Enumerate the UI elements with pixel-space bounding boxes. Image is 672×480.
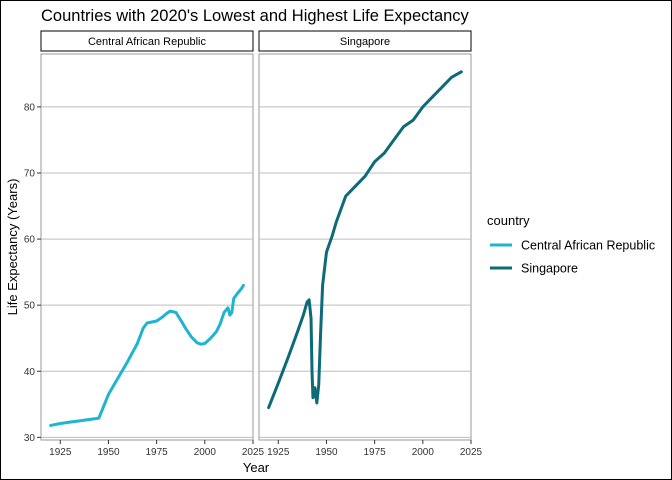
plot-panel-right [258,53,472,441]
x-tick-label-left-2000: 2000 [194,447,217,458]
x-axis-left: 1925 1950 1975 2000 2025 [49,440,265,458]
facet-strip-right [258,30,472,52]
y-tick-label-50: 50 [24,301,36,312]
x-tick-label-left-2025: 2025 [242,447,265,458]
series-layer-right [267,70,463,410]
x-axis-right: 1925 1950 1975 2000 2025 [267,440,483,458]
facet-strip-label-right: Singapore [340,36,390,48]
y-tick-label-70: 70 [24,168,36,179]
legend-label-central-african-republic: Central African Republic [521,239,655,253]
x-tick-label-right-1975: 1975 [364,447,387,458]
facet-panel-left: Central African Republic [40,30,254,441]
y-tick-label-30: 30 [24,433,36,444]
y-tick-label-80: 80 [24,102,36,113]
x-tick-label-right-2025: 2025 [460,447,483,458]
y-axis: 30 40 50 60 70 80 [24,102,41,444]
x-tick-label-right-1925: 1925 [267,447,290,458]
x-tick-label-left-1975: 1975 [146,447,169,458]
facet-strip-label-left: Central African Republic [88,36,207,48]
y-tick-label-40: 40 [24,367,36,378]
facet-strip-left [40,30,254,52]
x-tick-label-left-1925: 1925 [49,447,72,458]
series-line-singapore [267,70,463,410]
legend: country Central African Republic Singapor… [487,213,655,276]
y-axis-title: Life Expectancy (Years) [5,179,20,316]
chart-title: Countries with 2020's Lowest and Highest… [41,7,470,25]
plot-panel-left [40,53,254,441]
series-layer-left [49,283,245,427]
x-axis-title: Year [243,460,270,475]
x-tick-label-right-2000: 2000 [412,447,435,458]
facet-panel-right: Singapore [258,30,472,441]
x-tick-label-right-1950: 1950 [315,447,338,458]
legend-entries: Central African Republic Singapore [490,239,655,276]
legend-title: country [487,213,530,228]
gridlines-right [259,106,471,438]
legend-label-singapore: Singapore [521,262,578,276]
x-tick-label-left-1950: 1950 [97,447,120,458]
series-line-central-african-republic [49,283,245,427]
y-tick-label-60: 60 [24,235,36,246]
gridlines-left [41,106,253,438]
